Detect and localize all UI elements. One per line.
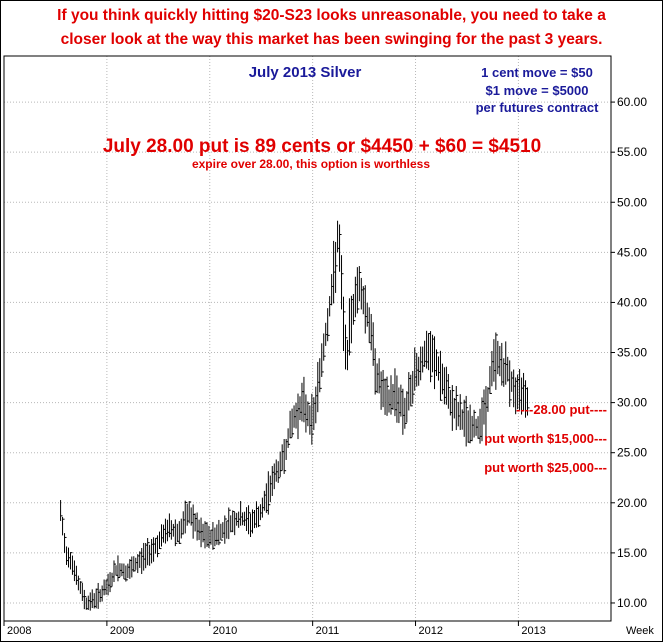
y-tick-label: 25.00 [617, 446, 647, 460]
x-axis-ticks: 2008 2009 2010 2011 2012 2013 [3, 621, 546, 637]
x-tick-label: 2011 [316, 625, 340, 637]
y-tick-label: 55.00 [617, 145, 647, 159]
y-tick-label: 35.00 [617, 346, 647, 360]
plot-area-border [3, 55, 612, 622]
x-tick-label: 2008 [7, 625, 31, 637]
contract-note-line-1: 1 cent move = $50 [481, 65, 593, 80]
x-tick-label: 2012 [419, 625, 443, 637]
y-tick-label: 30.00 [617, 396, 647, 410]
y-tick-label: 10.00 [617, 596, 647, 610]
y-tick-label: 45.00 [617, 245, 647, 259]
y-tick-label: 50.00 [617, 195, 647, 209]
contract-note-line-2: $1 move = $5000 [486, 83, 589, 98]
headline-line-2: closer look at the way this market has b… [60, 31, 603, 48]
y-tick-label: 20.00 [617, 496, 647, 510]
y-axis-ticks: 10.00 15.00 20.00 25.00 30.00 35.00 40.00 45.00… [611, 95, 647, 610]
put-worth-25000-label: put worth $25,000--- [484, 460, 607, 475]
y-tick-label: 15.00 [617, 546, 647, 560]
grid-lines [3, 56, 611, 621]
chart-title: July 2013 Silver [249, 64, 362, 81]
price-bars [60, 220, 530, 611]
headline-line-1: If you think quickly hitting $20-S23 loo… [57, 7, 606, 24]
x-tick-label: 2013 [521, 625, 545, 637]
strike-28-label: ----28.00 put---- [516, 402, 607, 417]
put-expire-annotation: expire over 28.00, this option is worthl… [192, 157, 430, 171]
x-axis-caption: Week [626, 625, 654, 637]
put-worth-15000-label: put worth $15,000--- [484, 431, 607, 446]
y-tick-label: 40.00 [617, 295, 647, 309]
y-tick-label: 60.00 [617, 95, 647, 109]
x-tick-label: 2009 [110, 625, 134, 637]
put-price-annotation: July 28.00 put is 89 cents or $4450 + $6… [103, 136, 541, 157]
x-tick-label: 2010 [213, 625, 237, 637]
contract-note-line-3: per futures contract [476, 100, 599, 115]
